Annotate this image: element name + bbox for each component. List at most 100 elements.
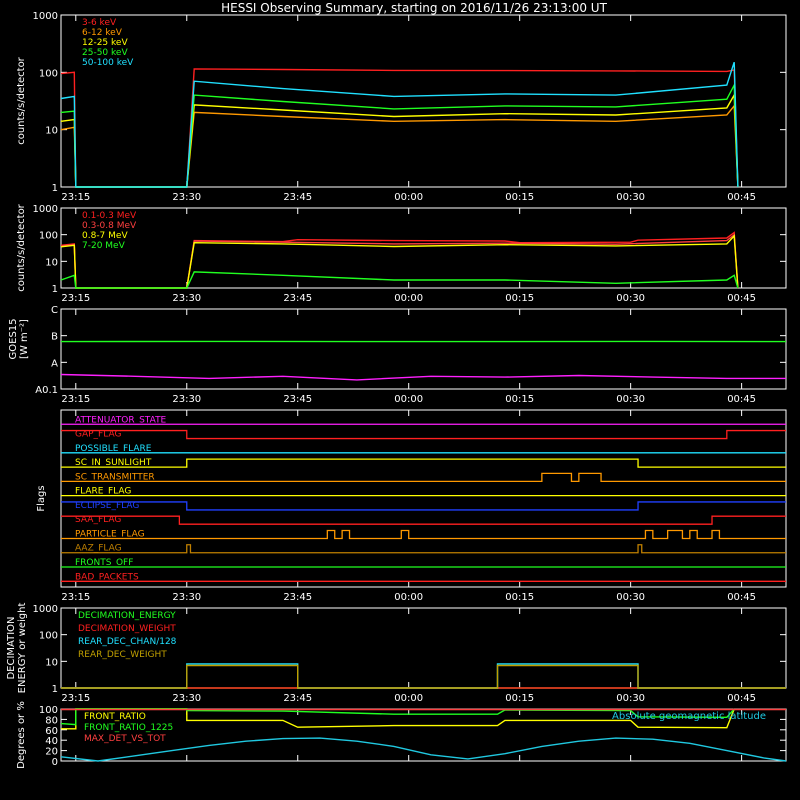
y-tick-label: 1 (52, 684, 58, 695)
flag-label: FLARE_FLAG (75, 487, 131, 497)
y-tick-label: 10 (45, 126, 58, 137)
y-axis-label: Flags (36, 485, 47, 511)
flag-label: SAA_FLAG (75, 515, 121, 525)
flag-label: ATTENUATOR_STATE (75, 415, 167, 425)
x-tick-label: 00:30 (616, 192, 645, 203)
x-tick-label: 00:45 (727, 592, 756, 603)
y-tick-label: 1 (52, 284, 58, 295)
y-axis-label: DECIMATION (6, 616, 17, 679)
legend-entry: REAR_DEC_WEIGHT (78, 650, 167, 660)
legend-entry: 50-100 keV (82, 58, 134, 68)
flag-line (61, 544, 786, 554)
x-tick-label: 23:30 (172, 693, 201, 704)
panel-hxr: 23:15 23:30 23:45 00:00 00:15 00:30 00:45 count… (16, 11, 787, 203)
panel-frame (60, 14, 787, 188)
flag-line (61, 458, 786, 468)
flag-line (61, 515, 786, 525)
x-tick-label: 23:15 (61, 394, 90, 405)
x-tick-label: 00:00 (394, 394, 423, 405)
flag-label: AAZ_FLAG (75, 544, 122, 554)
y-tick-label: 100 (39, 631, 58, 642)
x-tick-label: 00:45 (727, 394, 756, 405)
x-tick-label: 00:45 (727, 693, 756, 704)
y-tick-label: C (51, 305, 58, 316)
y-axis-label: Degrees or % (16, 701, 27, 769)
flag-label: FRONTS_OFF (75, 558, 133, 568)
panel-gamma: 23:15 23:30 23:45 00:00 00:15 00:30 00:45 count… (16, 203, 787, 304)
y-tick-label: 1000 (33, 604, 58, 615)
x-tick-label: 23:30 (172, 192, 201, 203)
legend-entry: FRONT_RATIO (84, 712, 146, 722)
y-tick-label: 40 (45, 736, 58, 747)
x-tick-label: 00:00 (394, 293, 423, 304)
x-tick-label: 00:15 (505, 192, 534, 203)
y-tick-label: 1000 (33, 11, 58, 22)
flag-label: GAP_FLAG (75, 430, 121, 440)
x-tick-label: 23:15 (61, 192, 90, 203)
series-line (61, 664, 786, 689)
flag-label: POSSIBLE_FLARE (75, 444, 152, 454)
flag-line (61, 429, 786, 440)
x-tick-label: 23:45 (283, 592, 312, 603)
y-tick-label: 80 (45, 715, 58, 726)
x-tick-label: 00:30 (616, 293, 645, 304)
x-tick-label: 23:45 (283, 693, 312, 704)
annotation-label: Absolute geomagnetic latitude (612, 711, 766, 722)
y-tick-label: 60 (45, 726, 58, 737)
series-line (60, 373, 786, 381)
x-tick-label: 00:15 (505, 693, 534, 704)
legend-entry: DECIMATION_ENERGY (78, 611, 176, 621)
x-tick-label: 23:15 (61, 293, 90, 304)
panel-frame (60, 308, 787, 390)
y-axis-label: counts/s/detector (16, 203, 27, 291)
flag-label: PARTICLE_FLAG (75, 529, 145, 539)
y-axis-unit: [W m⁻²] (19, 319, 30, 359)
x-tick-label: 00:30 (616, 693, 645, 704)
panel-frame (60, 207, 787, 289)
panel-goes: 23:15 23:30 23:45 00:00 00:15 00:30 00:45 GOES1… (8, 305, 787, 405)
flag-label: SC_TRANSMITTER (75, 472, 155, 482)
chart-title: HESSI Observing Summary, starting on 201… (221, 1, 607, 15)
y-tick-label: 1 (52, 183, 58, 194)
legend-entry: FRONT_RATIO_1225 (84, 723, 173, 733)
x-tick-label: 00:30 (616, 394, 645, 405)
x-tick-label: 00:15 (505, 592, 534, 603)
y-axis-label: ENERGY or weight (17, 603, 28, 694)
legend-entry: 25-50 keV (82, 48, 128, 58)
legend-entry: 0.1-0.3 MeV (82, 211, 137, 221)
legend-entry: 12-25 keV (82, 38, 128, 48)
y-tick-label: 20 (45, 747, 58, 758)
y-tick-label: 100 (39, 231, 58, 242)
legend-entry: REAR_DEC_CHAN/128 (78, 637, 177, 647)
legend-entry: 0.3-0.8 MeV (82, 221, 137, 231)
x-tick-label: 23:30 (172, 293, 201, 304)
panel-flags: 23:15 23:30 23:45 00:00 00:15 00:30 00:45 Flags… (36, 409, 787, 603)
y-tick-label: 10 (45, 657, 58, 668)
flag-label: ECLIPSE_FLAG (75, 501, 139, 511)
legend-entry: 6-12 keV (82, 28, 123, 38)
x-tick-label: 23:30 (172, 592, 201, 603)
x-tick-label: 23:45 (283, 293, 312, 304)
legend-entry: 7-20 MeV (82, 241, 126, 251)
x-tick-label: 00:00 (394, 192, 423, 203)
legend-entry: 0.8-7 MeV (82, 231, 128, 241)
flag-line (61, 529, 786, 540)
x-tick-label: 23:15 (61, 693, 90, 704)
x-tick-label: 00:30 (616, 592, 645, 603)
y-tick-label: B (51, 332, 58, 343)
series-line (60, 61, 739, 188)
y-tick-label: A (51, 358, 58, 369)
legend-entry: DECIMATION_WEIGHT (78, 624, 176, 634)
x-tick-label: 00:15 (505, 293, 534, 304)
y-axis-label: GOES15 (8, 318, 19, 359)
x-tick-label: 00:45 (727, 192, 756, 203)
flag-line (61, 501, 786, 511)
legend-entry: 3-6 keV (82, 18, 117, 28)
y-tick-label: 0 (52, 757, 58, 768)
panel-decimation: 23:15 23:30 23:45 00:00 00:15 00:30 00:45 DECIM… (6, 603, 787, 704)
x-tick-label: 23:15 (61, 592, 90, 603)
flag-line (61, 472, 786, 483)
legend-entry: MAX_DET_VS_TOT (84, 734, 166, 744)
x-tick-label: 00:00 (394, 592, 423, 603)
